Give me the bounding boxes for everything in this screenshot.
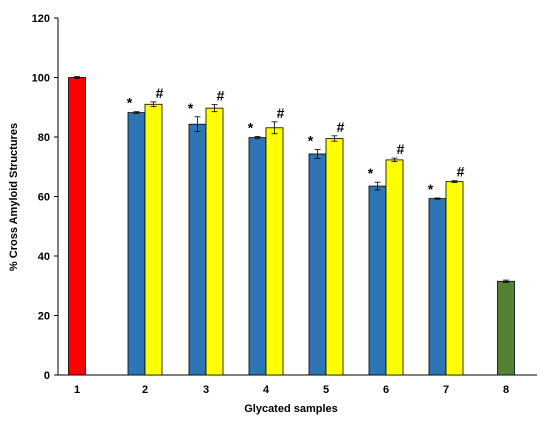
x-axis-title: Glycated samples bbox=[244, 403, 338, 415]
bar bbox=[308, 153, 327, 376]
significance-mark: # bbox=[397, 141, 405, 157]
significance-mark: # bbox=[217, 88, 225, 104]
bar bbox=[445, 181, 464, 376]
y-tick-label: 60 bbox=[38, 192, 50, 204]
significance-mark: # bbox=[156, 85, 164, 101]
y-tick-label: 120 bbox=[32, 13, 50, 25]
bar bbox=[385, 159, 404, 376]
y-tick-label: 40 bbox=[38, 251, 50, 263]
x-tick-label: 7 bbox=[443, 384, 449, 396]
x-tick-label: 1 bbox=[74, 384, 80, 396]
significance-mark: * bbox=[428, 181, 434, 197]
bar bbox=[127, 112, 146, 376]
significance-mark: * bbox=[248, 119, 254, 135]
bar bbox=[325, 138, 344, 376]
significance-mark: # bbox=[337, 119, 345, 135]
significance-mark: * bbox=[127, 95, 133, 111]
bar bbox=[144, 103, 163, 376]
significance-mark: * bbox=[308, 132, 314, 148]
plot-area: 0 20 40 60 80 100 120 1 2 3 4 5 6 7 8 * # * # * # * # * # * # bbox=[32, 13, 537, 396]
x-tick-label: 8 bbox=[503, 384, 509, 396]
bar bbox=[428, 198, 447, 376]
y-axis-title: % Cross Amyloid Structures bbox=[8, 123, 20, 271]
x-tick-label: 2 bbox=[142, 384, 148, 396]
y-tick-label: 100 bbox=[32, 73, 50, 85]
significance-mark: # bbox=[457, 164, 465, 180]
x-tick-label: 5 bbox=[323, 384, 329, 396]
bar bbox=[188, 123, 207, 376]
bar bbox=[265, 127, 284, 376]
significance-mark: * bbox=[188, 100, 194, 116]
x-tick-label: 3 bbox=[203, 384, 209, 396]
x-tick-label: 6 bbox=[383, 384, 389, 396]
bar bbox=[205, 107, 224, 376]
significance-mark: * bbox=[368, 165, 374, 181]
y-tick-label: 80 bbox=[38, 132, 50, 144]
y-tick-label: 0 bbox=[44, 370, 50, 382]
bar bbox=[368, 185, 387, 376]
y-tick-label: 20 bbox=[38, 311, 50, 323]
bar bbox=[248, 137, 267, 376]
x-tick-label: 4 bbox=[263, 384, 270, 396]
bar bbox=[497, 280, 515, 376]
bar bbox=[68, 77, 86, 376]
significance-mark: # bbox=[277, 105, 285, 121]
